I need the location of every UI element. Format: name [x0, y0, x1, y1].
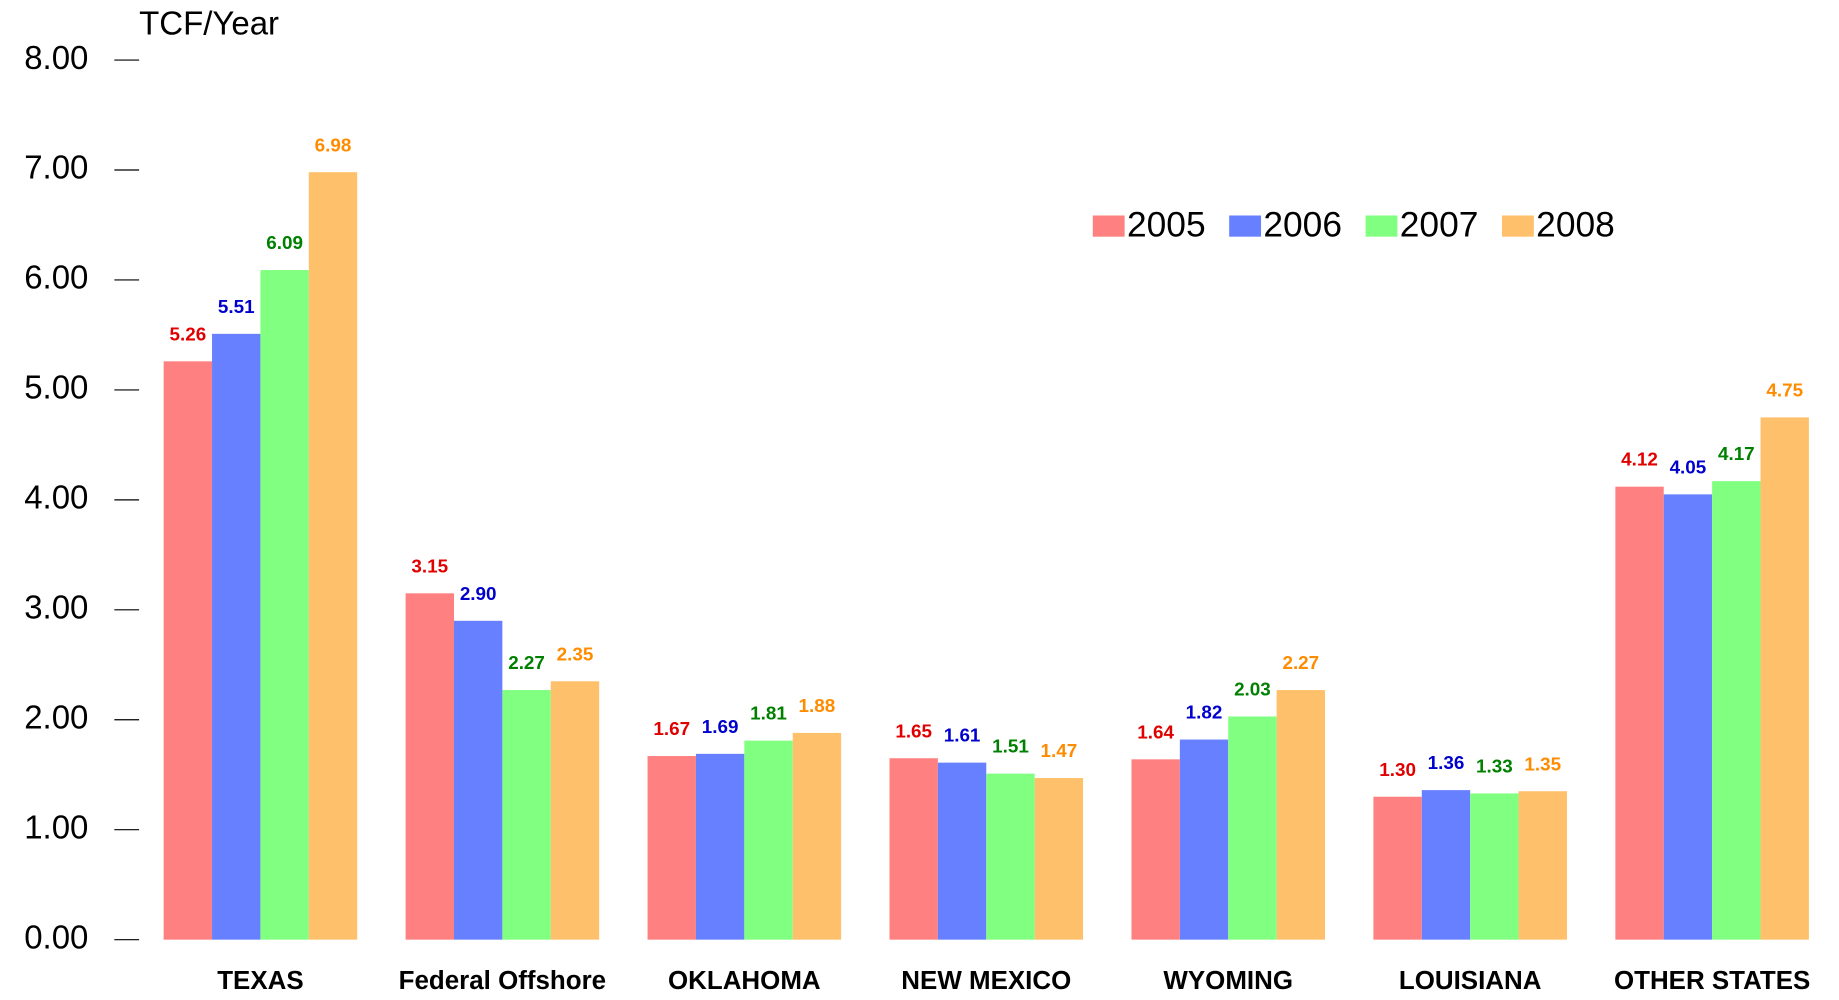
data-label: 1.30	[1379, 759, 1416, 780]
data-label: 1.81	[750, 703, 787, 724]
bar	[1470, 793, 1519, 940]
data-label: 5.26	[169, 323, 206, 344]
bar	[163, 361, 213, 940]
data-label: 1.88	[799, 695, 836, 716]
legend-label: 2008	[1536, 206, 1615, 245]
bar	[1421, 790, 1471, 940]
data-label: 3.15	[411, 555, 448, 576]
bar	[308, 172, 358, 940]
bar	[695, 753, 745, 940]
y-tick-label: 4.00	[24, 479, 88, 516]
x-tick-label: NEW MEXICO	[901, 967, 1071, 995]
bar	[212, 333, 261, 940]
data-label: 1.64	[1137, 721, 1174, 742]
bar	[550, 681, 600, 940]
data-label: 6.98	[315, 134, 352, 155]
data-label: 2.27	[508, 652, 545, 673]
data-label: 1.47	[1041, 740, 1078, 761]
bar	[986, 773, 1035, 940]
y-tick-label: 1.00	[24, 808, 88, 845]
y-tick-label: 5.00	[24, 369, 88, 406]
data-label: 4.05	[1670, 456, 1707, 477]
data-label: 6.09	[266, 232, 303, 253]
data-label: 1.69	[702, 716, 739, 737]
y-tick-label: 6.00	[24, 259, 88, 296]
y-tick-label: 2.00	[24, 698, 88, 735]
x-tick-label: Federal Offshore	[399, 967, 606, 995]
data-label: 1.61	[944, 725, 981, 746]
bar	[1518, 791, 1567, 940]
bar	[937, 762, 987, 940]
data-label: 5.51	[218, 296, 255, 317]
data-label: 1.67	[653, 718, 690, 739]
legend-label: 2007	[1400, 206, 1479, 245]
bar	[1615, 486, 1664, 940]
bar	[744, 740, 793, 940]
x-tick-label: LOUISIANA	[1399, 967, 1542, 995]
x-tick-label: OTHER STATES	[1614, 967, 1810, 995]
data-label: 2.90	[460, 583, 497, 604]
bar	[1179, 739, 1229, 940]
data-label: 1.33	[1476, 756, 1513, 777]
data-label: 4.17	[1718, 443, 1755, 464]
y-tick-label: 3.00	[24, 589, 88, 626]
bar	[260, 270, 309, 940]
data-label: 1.65	[895, 720, 932, 741]
y-axis-label: TCF/Year	[139, 5, 279, 42]
data-label: 1.82	[1186, 702, 1223, 723]
data-label: 1.51	[992, 736, 1029, 757]
bar	[1034, 778, 1084, 940]
bar	[647, 756, 696, 940]
data-label: 4.12	[1621, 449, 1658, 470]
bar	[502, 690, 551, 940]
legend-swatch	[1092, 215, 1125, 237]
legend-label: 2005	[1127, 206, 1206, 245]
bar	[1228, 716, 1277, 940]
legend-swatch	[1365, 215, 1398, 237]
x-tick-label: TEXAS	[217, 967, 303, 995]
data-label: 2.03	[1234, 679, 1271, 700]
y-tick-label: 7.00	[24, 149, 88, 186]
legend-label: 2006	[1263, 206, 1342, 245]
bar	[453, 620, 503, 940]
y-tick-label: 0.00	[24, 918, 88, 955]
data-label: 2.35	[557, 643, 594, 664]
data-label: 2.27	[1282, 652, 1319, 673]
legend-swatch	[1501, 215, 1534, 237]
data-label: 1.36	[1428, 752, 1465, 773]
bar	[1131, 759, 1180, 940]
bar	[1760, 417, 1809, 940]
bar	[1373, 796, 1422, 940]
legend-swatch	[1229, 215, 1262, 237]
x-tick-label: WYOMING	[1163, 967, 1293, 995]
y-tick-label: 8.00	[24, 39, 88, 76]
bar	[405, 593, 454, 940]
x-tick-label: OKLAHOMA	[668, 967, 821, 995]
data-label: 4.75	[1766, 379, 1803, 400]
bar	[1663, 494, 1713, 940]
bar	[889, 758, 938, 940]
data-label: 1.35	[1524, 753, 1561, 774]
bar	[792, 732, 842, 940]
bar	[1712, 481, 1761, 940]
bar	[1276, 690, 1326, 940]
